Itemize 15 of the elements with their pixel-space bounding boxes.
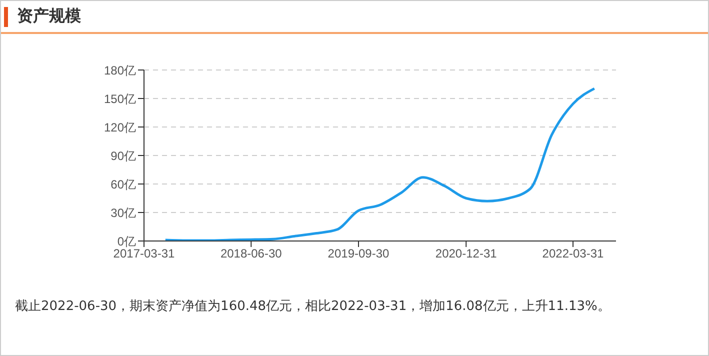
line-series xyxy=(164,87,596,241)
x-tick-label: 2019-09-30 xyxy=(328,246,390,261)
y-tick-label: 90亿 xyxy=(110,148,136,163)
y-tick-label: 180亿 xyxy=(104,63,136,78)
text: 截止2022-06-30，期末资产净值为160.48亿元，相比2022-03-31，增加16.08亿元，上升11.13%。 xyxy=(15,298,612,316)
y-tick-label: 30亿 xyxy=(110,206,136,220)
y-tick-label: 60亿 xyxy=(110,177,136,192)
x-tick-label: 2017-03-31 xyxy=(113,246,176,261)
x-tick-label: 2018-06-30 xyxy=(220,246,282,261)
chart-title: 资产规模 xyxy=(17,6,81,27)
y-tick-label: 0亿 xyxy=(117,234,136,248)
y-tick-label: 120亿 xyxy=(104,120,136,134)
x-tick-label: 2020-12-31 xyxy=(435,246,498,261)
x-tick-label: 2022-03-31 xyxy=(542,246,604,261)
y-tick-label: 150亿 xyxy=(104,92,136,106)
